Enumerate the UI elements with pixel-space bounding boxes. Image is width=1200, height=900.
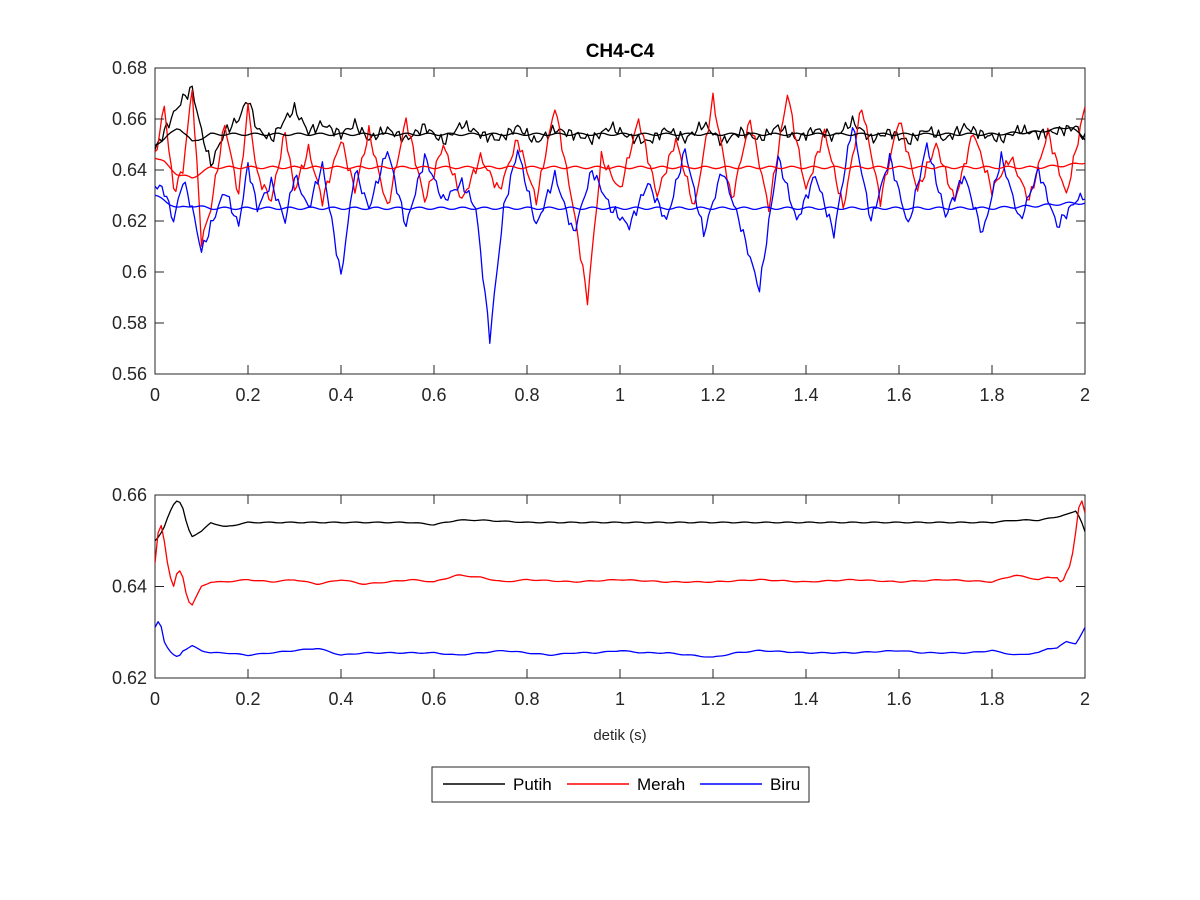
- x-axis-label: detik (s): [593, 727, 646, 744]
- legend-label-biru: Biru: [770, 775, 800, 794]
- y-tick-label: 0.66: [112, 109, 147, 129]
- x-tick-label: 1.8: [979, 689, 1004, 709]
- series-line-merah: [155, 500, 1085, 606]
- series-line-putih: [155, 127, 1085, 146]
- x-tick-label: 1: [615, 689, 625, 709]
- x-tick-label: 2: [1080, 385, 1090, 405]
- x-tick-label: 1.4: [793, 385, 818, 405]
- x-tick-label: 1: [615, 385, 625, 405]
- y-tick-label: 0.58: [112, 313, 147, 333]
- top-plot: 0 0.2 0.4 0.6 0.8 1 1.2 1.4 1.6 1.8 2 0.56 0.58 0.6 0.…: [112, 41, 1090, 405]
- y-tick-label: 0.6: [122, 262, 147, 282]
- y-tick-label: 0.56: [112, 364, 147, 384]
- series-line-biru: [155, 127, 1085, 344]
- x-tick-label: 1.2: [700, 385, 725, 405]
- x-tick-label: 1.4: [793, 689, 818, 709]
- x-tick-label: 1.6: [886, 385, 911, 405]
- legend: Putih Merah Biru: [431, 766, 810, 803]
- x-tick-label: 0.4: [328, 385, 353, 405]
- legend-label-merah: Merah: [637, 775, 685, 794]
- y-tick-label: 0.64: [112, 577, 147, 597]
- y-tick-label: 0.62: [112, 211, 147, 231]
- x-tick-label: 0: [150, 689, 160, 709]
- x-tick-label: 0.2: [235, 689, 260, 709]
- top-plot-area: [154, 67, 1086, 375]
- series-line-merah: [155, 89, 1085, 306]
- y-tick-label: 0.68: [112, 58, 147, 78]
- x-tick-label: 1.2: [700, 689, 725, 709]
- x-tick-label: 0.8: [514, 689, 539, 709]
- top-series-group: [155, 85, 1085, 344]
- x-tick-label: 2: [1080, 689, 1090, 709]
- y-tick-label: 0.64: [112, 160, 147, 180]
- x-tick-label: 0: [150, 385, 160, 405]
- series-line-merah: [155, 157, 1085, 179]
- x-tick-label: 0.2: [235, 385, 260, 405]
- series-line-putih: [155, 85, 1085, 167]
- series-line-biru: [155, 621, 1085, 658]
- series-line-putih: [155, 500, 1085, 542]
- series-line-biru: [155, 194, 1085, 211]
- y-tick-label: 0.62: [112, 668, 147, 688]
- legend-label-putih: Putih: [513, 775, 552, 794]
- y-tick-label: 0.66: [112, 485, 147, 505]
- x-tick-label: 1.8: [979, 385, 1004, 405]
- x-tick-label: 0.4: [328, 689, 353, 709]
- bottom-axis-ticks: 0 0.2 0.4 0.6 0.8 1 1.2 1.4 1.6 1.8 2 0.62 0.64 0.66: [112, 485, 1090, 709]
- bottom-series-group: [155, 500, 1085, 658]
- chart-title: CH4-C4: [586, 41, 655, 62]
- x-tick-label: 0.8: [514, 385, 539, 405]
- x-tick-label: 0.6: [421, 689, 446, 709]
- bottom-plot: 0 0.2 0.4 0.6 0.8 1 1.2 1.4 1.6 1.8 20.620.640.66 …: [112, 485, 1090, 744]
- x-tick-label: 0.6: [421, 385, 446, 405]
- top-axis-ticks: 0 0.2 0.4 0.6 0.8 1 1.2 1.4 1.6 1.8 2 0.56 0.58 0.6 0.…: [112, 58, 1090, 405]
- x-tick-label: 1.6: [886, 689, 911, 709]
